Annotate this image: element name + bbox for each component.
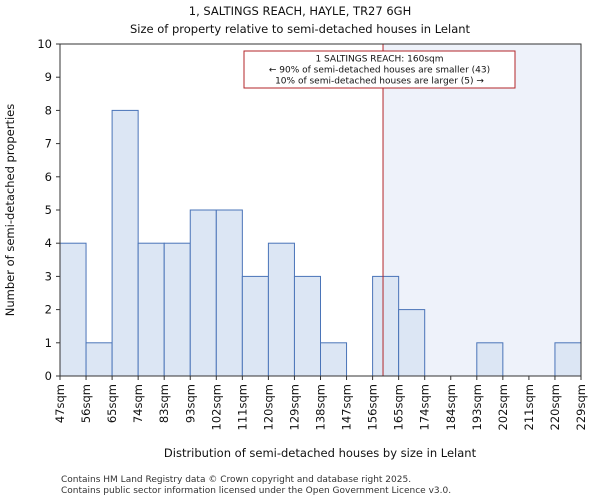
x-tick-label-120sqm: 120sqm (261, 384, 275, 430)
annotation-line-1: 1 SALTINGS REACH: 160sqm (315, 55, 443, 65)
bar-47sqm (59, 242, 87, 377)
bar-220sqm (554, 342, 582, 377)
x-tick-label-202sqm: 202sqm (496, 384, 510, 430)
footer-line-2: Contains public sector information licen… (61, 486, 451, 496)
annotation-line-3: 10% of semi-detached houses are larger (… (275, 77, 484, 87)
bar-120sqm (267, 242, 295, 377)
annotation-frame (243, 50, 516, 89)
bar-193sqm (476, 342, 504, 377)
bars-group (59, 109, 582, 377)
x-tick-label-93sqm: 93sqm (183, 384, 197, 423)
x-tick-label-156sqm: 156sqm (366, 384, 380, 430)
bar-138sqm (320, 342, 348, 377)
x-tick-label-111sqm: 111sqm (235, 384, 249, 430)
y-ticks: 0 1 2 3 4 5 6 7 8 9 10 (37, 37, 60, 383)
y-tick-label-9: 9 (45, 70, 52, 84)
x-tick-label-47sqm: 47sqm (53, 384, 67, 423)
x-tick-label-74sqm: 74sqm (131, 384, 145, 423)
bar-83sqm (163, 242, 191, 377)
x-tick-label-138sqm: 138sqm (314, 384, 328, 430)
annotation-line-2: ← 90% of semi-detached houses are smalle… (269, 66, 490, 76)
y-tick-label-6: 6 (45, 170, 52, 184)
x-tick-label-65sqm: 65sqm (105, 384, 119, 423)
x-tick-label-147sqm: 147sqm (340, 384, 354, 430)
x-tick-label-83sqm: 83sqm (157, 384, 171, 423)
x-ticks: 47sqm 56sqm 65sqm 74sqm 83sqm 93sqm 102sqm 111s… (53, 376, 588, 430)
x-tick-label-184sqm: 184sqm (444, 384, 458, 430)
x-tick-label-229sqm: 229sqm (574, 384, 588, 430)
bar-56sqm (85, 342, 113, 377)
bar-165sqm (398, 309, 426, 377)
bar-111sqm (241, 275, 269, 377)
x-tick-label-220sqm: 220sqm (548, 384, 562, 430)
bar-74sqm (137, 242, 165, 377)
y-tick-label-0: 0 (45, 369, 52, 383)
x-tick-label-211sqm: 211sqm (522, 384, 536, 430)
y-tick-label-4: 4 (45, 236, 52, 250)
bar-129sqm (293, 275, 322, 377)
x-tick-label-129sqm: 129sqm (287, 384, 301, 430)
chart-title: 1, SALTINGS REACH, HAYLE, TR27 6GH (189, 4, 411, 18)
y-tick-label-1: 1 (45, 336, 52, 350)
annotation-box: 1 SALTINGS REACH: 160sqm ← 90% of semi-d… (243, 50, 516, 89)
y-tick-label-5: 5 (45, 203, 52, 217)
footer-line-1: Contains HM Land Registry data © Crown c… (61, 475, 411, 485)
x-tick-label-102sqm: 102sqm (209, 384, 223, 430)
bar-65sqm (111, 109, 139, 377)
y-tick-label-8: 8 (45, 103, 52, 117)
bar-156sqm (372, 275, 400, 377)
x-axis-label: Distribution of semi-detached houses by … (164, 446, 477, 460)
y-tick-label-3: 3 (45, 269, 52, 283)
chart-subtitle: Size of property relative to semi-detach… (130, 22, 471, 36)
x-tick-label-193sqm: 193sqm (470, 384, 484, 430)
y-axis-label: Number of semi-detached properties (3, 104, 17, 316)
x-tick-label-165sqm: 165sqm (392, 384, 406, 430)
y-tick-label-2: 2 (45, 303, 52, 317)
x-tick-label-174sqm: 174sqm (418, 384, 432, 430)
y-tick-label-7: 7 (45, 137, 52, 151)
bar-102sqm (215, 209, 243, 377)
x-tick-label-56sqm: 56sqm (79, 384, 93, 423)
y-tick-label-10: 10 (37, 37, 52, 51)
bar-93sqm (189, 209, 217, 377)
